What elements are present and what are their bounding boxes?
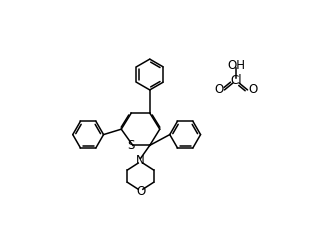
Text: OH: OH	[227, 59, 245, 72]
Text: N: N	[136, 154, 145, 167]
Text: S: S	[127, 139, 135, 152]
Text: O: O	[136, 185, 145, 198]
Text: O: O	[248, 83, 257, 97]
Text: Cl: Cl	[230, 74, 242, 87]
Text: O: O	[214, 83, 224, 97]
